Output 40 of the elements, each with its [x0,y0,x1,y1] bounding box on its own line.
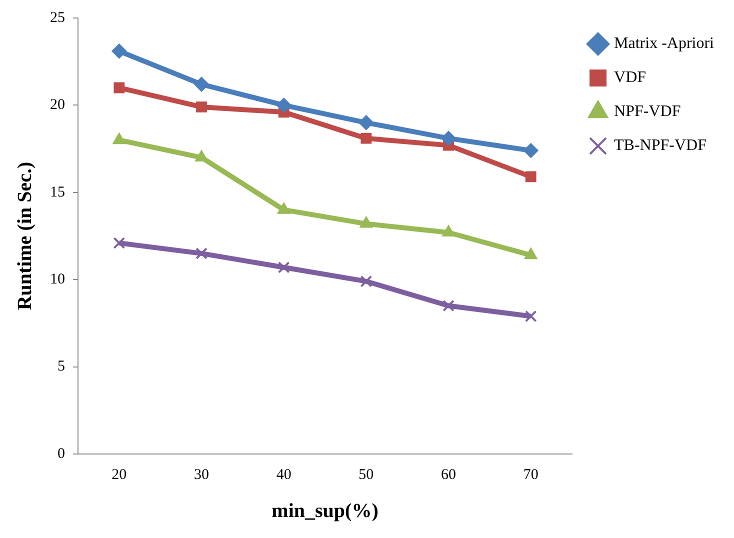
legend-label: NPF-VDF [614,103,681,120]
y-tick-label: 10 [50,272,65,288]
point [358,115,374,130]
point [525,171,536,182]
x-tick-label: 40 [276,466,292,483]
x-axis-title: min_sup(%) [272,500,378,522]
y-tick-label: 5 [58,358,65,375]
x-tick-label: 30 [194,466,210,483]
point [524,310,537,322]
x-tick-label: 60 [441,466,456,483]
legend-label: VDF [614,69,646,86]
legend-label: Matrix -Apriori [614,35,715,52]
point [442,300,454,312]
point [112,132,126,144]
point [360,132,372,144]
y-tick-label: 0 [58,446,65,462]
legend-label: TB-NPF-VDF [614,137,707,154]
point [194,150,208,162]
y-tick-label: 15 [50,184,65,200]
point [276,98,292,113]
point [523,143,538,158]
y-tick-label: 25 [50,10,65,26]
x-tick-label: 50 [358,466,374,483]
point [194,76,210,92]
point [524,248,538,260]
x-tick-label: 70 [523,466,538,483]
x-tick-label: 20 [112,466,127,483]
y-tick-label: 20 [50,97,65,114]
point [277,202,290,214]
point [114,82,125,94]
point [442,225,456,237]
y-axis-title: Runtime (in Sec.) [14,162,36,310]
point [196,101,207,112]
point [113,237,126,249]
point [360,216,373,228]
point [360,275,372,288]
point [112,44,127,59]
point [441,130,456,146]
point [196,247,208,260]
point [278,261,290,274]
